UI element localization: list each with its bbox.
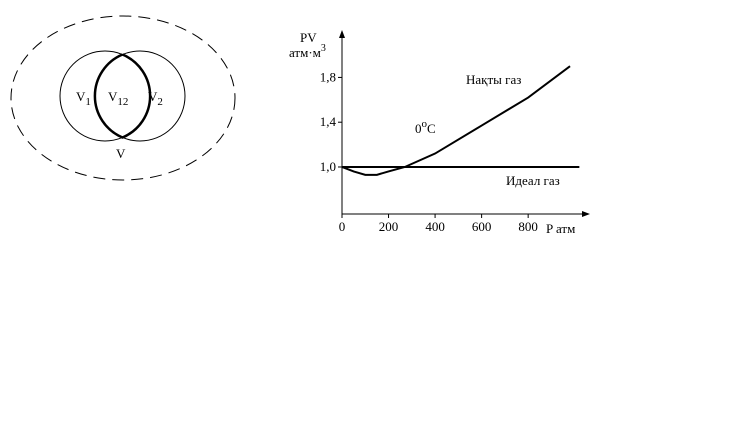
set-label: V2: [148, 89, 163, 108]
x-tick-label: 0: [339, 219, 346, 234]
x-label: P атм: [546, 221, 575, 236]
axes: [339, 30, 590, 217]
y-tick-label: 1,4: [320, 114, 337, 129]
x-arrow: [582, 211, 590, 217]
outer-label: V: [116, 146, 126, 161]
annotation-degree: o: [422, 118, 428, 130]
annotation-unit: C: [427, 121, 436, 136]
x-tick-label: 600: [472, 219, 492, 234]
venn-diagram: [10, 15, 236, 181]
annotation-value: 0: [415, 121, 422, 136]
outer-set: [10, 15, 236, 181]
y-unit: атм·м3: [289, 43, 326, 60]
series-line: [341, 65, 571, 176]
y-unit-text: атм·м: [289, 45, 321, 60]
label-main: V: [108, 89, 118, 104]
x-tick-label: 400: [425, 219, 445, 234]
label-sub: 12: [117, 96, 128, 108]
intersection: [93, 53, 152, 139]
y-label: PV: [300, 30, 317, 45]
x-tick-label: 200: [379, 219, 399, 234]
label-main: V: [76, 89, 86, 104]
annotation: 0oC: [415, 118, 436, 136]
label-main: V: [148, 89, 158, 104]
y-tick-label: 1,0: [320, 159, 336, 174]
y-unit-power: 3: [321, 43, 326, 54]
set-label: V1: [76, 89, 91, 108]
y-arrow: [339, 30, 345, 38]
y-tick-label: 1,8: [320, 69, 336, 84]
label-sub: 1: [85, 96, 91, 108]
set-label: V12: [108, 89, 128, 108]
series-label: Нақты газ: [466, 72, 521, 87]
series-label: Идеал газ: [506, 173, 560, 188]
x-tick-label: 800: [518, 219, 538, 234]
label-sub: 2: [157, 96, 163, 108]
